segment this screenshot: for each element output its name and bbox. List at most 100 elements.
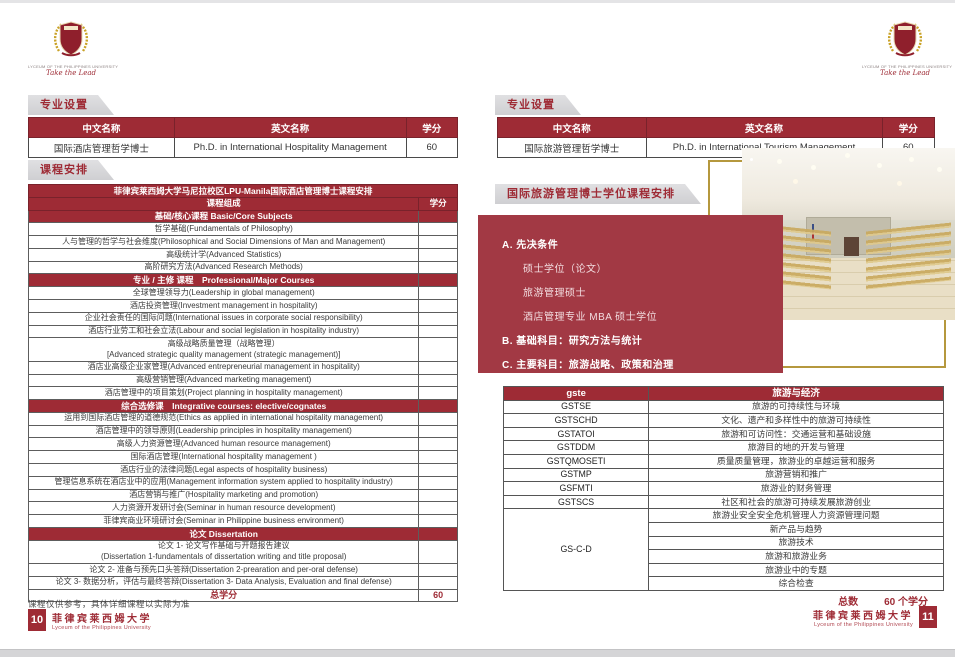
course-topic: 旅游业中的专题: [648, 562, 944, 578]
course-table-left: 菲律宾莱西姆大学马尼拉校区LPU-Manila国际酒店管理博士课程安排 课程组成学…: [27, 184, 458, 603]
prerequisite-c-title: C. 主要科目：旅游战略、政策和治理: [502, 360, 674, 371]
course-name: 酒店营销与推广(Hospitality marketing and promot…: [27, 488, 420, 503]
course-name: 酒店管理中的项目策划(Project planning in hospitali…: [27, 386, 420, 401]
left-course-table-body: 菲律宾莱西姆大学马尼拉校区LPU-Manila国际酒店管理博士课程安排 课程组成学…: [27, 184, 458, 603]
course-row: 高级战略质量管理（战略管理） [Advanced strategic qualit…: [27, 337, 458, 362]
credit-cell: [418, 235, 458, 249]
course-row: 运用到国际酒店管理的道德规范(Ethics as applied in inte…: [27, 411, 458, 426]
credit-cell: [418, 311, 458, 326]
footer-university-cn: 菲律宾莱西姆大学: [52, 613, 152, 625]
col-header-credits: 学分: [405, 117, 459, 138]
section-row: 论文 Dissertation: [27, 526, 458, 541]
credit-cell: [418, 475, 458, 490]
total-credits-line: 总数 60 个学分: [838, 593, 928, 608]
course-row: 酒店管理中的项目策划(Project planning in hospitali…: [27, 386, 458, 401]
course-name: 论文 3- 数据分析，评估与最终答辩(Dissertation 3- Data …: [27, 575, 420, 590]
course-topic: 旅游业安全安全危机管理人力资源管理问题: [648, 508, 944, 523]
course-row: 高级统计学(Advanced Statistics): [27, 247, 458, 262]
credit-cell: [418, 247, 458, 262]
prerequisite-item: 旅游管理硕士: [523, 288, 586, 299]
col-header-en: 英文名称: [173, 117, 407, 138]
hall-podium: [844, 237, 860, 257]
course-table-right: gste 旅游与经济 GSTSE 旅游的可持续性与环境 GSTSCHD 文化、遗产和多样性…: [502, 386, 944, 591]
section-row: 专业 / 主修 课程 Professional/Major Courses: [27, 273, 458, 288]
course-topic: 旅游和可访问性：交通运营和基础设施: [648, 426, 944, 442]
col-header-en: 英文名称: [645, 117, 883, 138]
course-name: 酒店投资管理(Investment management in hospital…: [27, 299, 420, 313]
program-credits: 60: [405, 137, 459, 158]
page-edge-bottom: [0, 649, 955, 657]
col-header-topic: 旅游与经济: [648, 386, 944, 401]
topic-row: GSTSCS 社区和社会的旅游可持续发展旅游创业: [502, 494, 944, 510]
credit-cell: [418, 424, 458, 439]
footer-university-name: 菲律宾莱西姆大学 Lyceum of the Philippines Unive…: [52, 610, 152, 631]
credit-cell: [418, 526, 458, 541]
university-crest-icon: [888, 21, 922, 57]
page-number-badge: 11: [919, 606, 937, 628]
credit-cell: [418, 299, 458, 313]
course-name: 论文 2- 准备与预先口头答辩(Dissertation 2-prearatio…: [27, 563, 420, 577]
footer-university-en: Lyceum of the Philippines University: [52, 624, 151, 631]
course-row: 哲学基础(Fundamentals of Philosophy): [27, 222, 458, 237]
course-row: 论文 1- 论文写作基础与开题报告建议 (Dissertation 1-funda…: [27, 539, 458, 565]
course-topic: 新产品与趋势: [648, 521, 944, 537]
course-topic: 旅游和旅游业务: [648, 549, 944, 564]
total-row: 总学分 60: [27, 588, 458, 603]
credit-cell: [418, 463, 458, 477]
section-header: 论文 Dissertation: [27, 526, 420, 541]
section-header: 综合选修课 Integrative courses: elective/cogn…: [27, 399, 420, 413]
credit-cell: [418, 563, 458, 577]
credit-cell: [418, 209, 458, 224]
university-name-caption: LYCEUM OF THE PHILIPPINES UNIVERSITY: [28, 64, 119, 69]
credit-cell: [418, 260, 458, 275]
course-code: GSFMTI: [502, 481, 650, 496]
course-row: 企业社会责任的国际问题(International issues in corp…: [27, 311, 458, 326]
total-credits-label: 总数: [838, 597, 859, 608]
credit-cell: [418, 488, 458, 503]
course-name: 酒店行业的法律问题(Legal aspects of hospitality b…: [27, 463, 420, 477]
credit-cell: [418, 539, 458, 565]
page-number-badge: 10: [28, 609, 46, 631]
course-code: GSTQMOSETI: [502, 453, 650, 469]
col-header-cn: 中文名称: [497, 117, 647, 138]
program-en: Ph.D. in International Hospitality Manag…: [173, 137, 407, 158]
course-name: 全球管理领导力(Leadership in global management): [27, 286, 420, 301]
university-tagline: Take the Lead: [45, 69, 97, 77]
course-row: 全球管理领导力(Leadership in global management): [27, 286, 458, 301]
page-edge-top: [0, 0, 955, 3]
section-row: 基础/核心课程 Basic/Core Subjects: [27, 209, 458, 224]
head-row: 课程组成 学分: [27, 196, 458, 211]
course-row: 酒店行业的法律问题(Legal aspects of hospitality b…: [27, 463, 458, 477]
course-code: GSTATOI: [502, 426, 650, 442]
course-topic: 旅游营销和推广: [648, 467, 944, 483]
course-row: 酒店管理中的领导原则(Leadership principles in hosp…: [27, 424, 458, 439]
course-table-title: 菲律宾莱西姆大学马尼拉校区LPU-Manila国际酒店管理博士课程安排: [28, 184, 458, 198]
university-name-caption: LYCEUM OF THE PHILIPPINES UNIVERSITY: [862, 64, 953, 69]
credit-cell: [418, 450, 458, 464]
course-code: GSTSCHD: [502, 413, 650, 428]
course-code: GSTDDM: [502, 440, 650, 455]
program-table-header-row: 中文名称 英文名称 学分: [497, 117, 936, 138]
head-row: gste 旅游与经济: [502, 386, 944, 401]
credit-cell: [418, 373, 458, 388]
course-topic: 旅游业的财务管理: [648, 481, 944, 496]
topic-row: GSTMP 旅游营销和推广: [502, 467, 944, 483]
footer-university-name: 菲律宾莱西姆大学 Lyceum of the Philippines Unive…: [813, 607, 913, 628]
course-name: 酒店管理中的领导原则(Leadership principles in hosp…: [27, 424, 420, 439]
program-table-header-row: 中文名称 英文名称 学分: [28, 117, 459, 138]
course-code: GSTSE: [502, 399, 650, 415]
credit-cell: [418, 324, 458, 339]
prerequisite-b-title: B. 基础科目：研究方法与统计: [502, 336, 643, 347]
course-topic: 旅游技术: [648, 535, 944, 551]
program-cn: 国际旅游管理哲学博士: [497, 137, 647, 158]
prerequisites-box: A. 先决条件 硕士学位（论文） 旅游管理硕士 酒店管理专业 MBA 硕士学位 …: [478, 215, 783, 373]
col-header-credits: 学分: [881, 117, 936, 138]
course-name: 运用到国际酒店管理的道德规范(Ethics as applied in inte…: [27, 411, 420, 426]
total-credits-value: 60 个学分: [884, 597, 928, 608]
credit-cell: [418, 337, 458, 362]
tab-program-setup-right: 专业设置: [495, 95, 581, 115]
credit-cell: [418, 273, 458, 288]
footer-university-cn: 菲律宾莱西姆大学: [813, 610, 913, 622]
topic-row: GS-C-D 旅游业安全安全危机管理人力资源管理问题: [502, 508, 944, 591]
